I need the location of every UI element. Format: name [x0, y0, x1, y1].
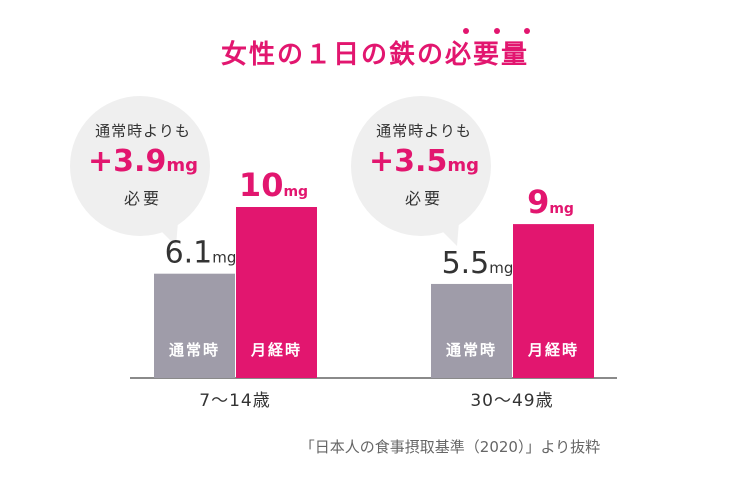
bar-series-label-normal: 通常時 [446, 341, 497, 359]
data-label-unit: mg [489, 259, 513, 277]
callout-line1: 通常時よりも [376, 122, 472, 140]
emphasis-dot [524, 28, 530, 34]
bar-normal [154, 273, 235, 378]
callout-diff-unit: mg [447, 155, 479, 176]
callout-bubble [70, 96, 210, 236]
chart-title: 女性の１日の鉄の必要量 [220, 40, 529, 70]
callout-line1: 通常時よりも [95, 122, 191, 140]
bar-normal [431, 283, 512, 378]
bar-series-label-menstrual: 月経時 [527, 341, 579, 359]
bar-menstrual [513, 224, 594, 378]
callout-diff: +3.9mg [68, 145, 218, 183]
callout-line3: 必要 [123, 189, 162, 208]
emphasis-dot [463, 28, 469, 34]
callout-bubble-tail [437, 222, 459, 246]
data-label-value: 5.5 [442, 246, 490, 281]
data-label-value: 6.1 [165, 236, 213, 271]
data-label-normal: 5.5mg [442, 246, 514, 281]
data-label-unit: mg [212, 249, 236, 267]
callout-bubble-text-2: 通常時よりも +3.5mg 必要 [349, 120, 499, 209]
callout-diff-unit: mg [166, 155, 198, 176]
callout-line3: 必要 [404, 189, 443, 208]
callout-diff-value: +3.9 [88, 144, 167, 179]
emphasis-dot [494, 28, 500, 34]
source-note: 「日本人の食事摂取基準（2020）」より抜粋 [299, 438, 601, 456]
data-label-menstrual: 10mg [239, 166, 308, 204]
category-label: 30～49歳 [470, 391, 553, 411]
callout-bubble [351, 96, 491, 236]
data-label-menstrual: 9mg [527, 183, 574, 221]
callout-diff-value: +3.5 [369, 144, 448, 179]
category-label: 7～14歳 [199, 391, 270, 411]
callout-bubble-text-1: 通常時よりも +3.9mg 必要 [68, 120, 218, 209]
data-label-value: 9 [527, 183, 549, 221]
bar-menstrual [236, 207, 317, 378]
bar-series-label-menstrual: 月経時 [250, 341, 302, 359]
data-label-unit: mg [283, 184, 308, 200]
callout-diff: +3.5mg [349, 145, 499, 183]
bar-series-label-normal: 通常時 [169, 341, 220, 359]
data-label-normal: 6.1mg [165, 236, 237, 271]
callout-bubble-tail [156, 222, 178, 246]
data-label-value: 10 [239, 166, 284, 204]
data-label-unit: mg [549, 201, 574, 217]
